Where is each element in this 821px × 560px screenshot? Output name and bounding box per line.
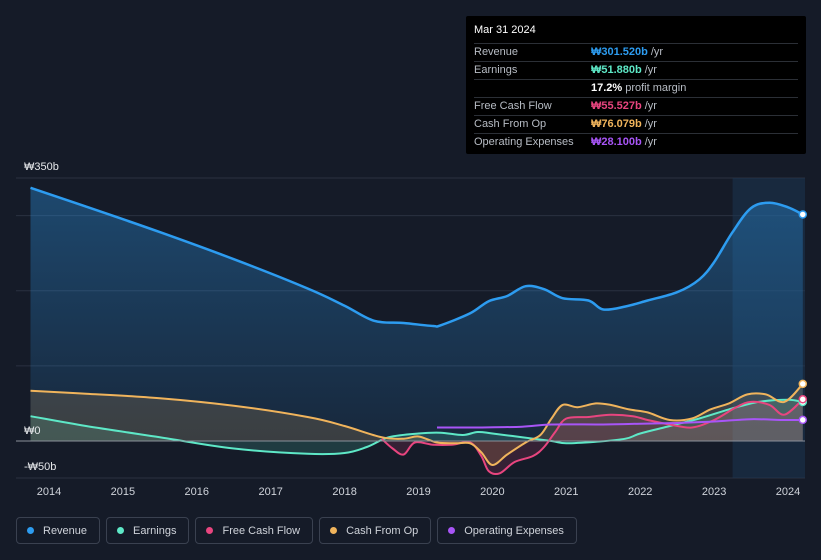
legend-dot-icon [27, 527, 34, 534]
cash-from-op-line [30, 383, 804, 466]
free-cash-flow-area [381, 399, 803, 475]
x-tick-label: 2023 [702, 486, 726, 498]
tooltip-label: Operating Expenses [474, 136, 574, 148]
earnings-line [30, 398, 803, 456]
x-tick-label: 2014 [37, 486, 61, 498]
tooltip-row-cash-from-op: Cash From Op ₩76.079b /yr [474, 115, 798, 133]
operating-expenses-line [436, 418, 803, 429]
legend-label: Operating Expenses [464, 524, 564, 537]
x-tick-label: 2021 [554, 486, 578, 498]
tooltip-row-profit-margin: 17.2% profit margin [474, 79, 798, 97]
legend-label: Revenue [43, 524, 88, 537]
legend-item-free-cash-flow[interactable]: Free Cash Flow [195, 517, 314, 544]
tooltip-row-earnings: Earnings ₩51.880b /yr [474, 61, 798, 79]
tooltip-unit: /yr [644, 64, 657, 76]
chart-legend: Revenue Earnings Free Cash Flow Cash Fro… [16, 517, 577, 544]
tooltip-label [474, 80, 591, 97]
y-tick-label: ₩0 [24, 425, 41, 437]
legend-dot-icon [206, 527, 214, 534]
tooltip-row-revenue: Revenue ₩301.520b /yr [474, 43, 798, 61]
tooltip-label: Free Cash Flow [474, 100, 552, 112]
tooltip-unit: /yr [644, 100, 657, 112]
financial-chart: ₩350b ₩0 -₩50b 2014 2015 2016 2017 2018 2019 202… [16, 161, 808, 498]
free-cash-flow-end-point [798, 395, 808, 404]
x-tick-label: 2019 [406, 486, 430, 498]
tooltip-value: ₩55.527b [591, 100, 642, 112]
tooltip-value: ₩76.079b [591, 118, 642, 130]
tooltip-label: Cash From Op [474, 118, 547, 130]
cash-from-op-end-point [798, 379, 808, 389]
data-tooltip: Mar 31 2024 Revenue ₩301.520b /yr Earnin… [466, 16, 806, 154]
legend-item-cash-from-op[interactable]: Cash From Op [319, 517, 432, 544]
tooltip-unit: /yr [650, 46, 664, 58]
legend-item-earnings[interactable]: Earnings [106, 517, 190, 544]
tooltip-row-free-cash-flow: Free Cash Flow ₩55.527b /yr [474, 97, 798, 115]
x-tick-label: 2018 [332, 486, 356, 498]
tooltip-row-operating-expenses: Operating Expenses ₩28.100b /yr [474, 133, 798, 151]
x-tick-label: 2016 [185, 486, 209, 498]
x-tick-label: 2017 [258, 486, 282, 498]
legend-dot-icon [448, 527, 456, 534]
tooltip-label: Revenue [474, 46, 519, 58]
free-cash-flow-line [380, 398, 804, 476]
tooltip-unit: /yr [644, 118, 657, 130]
tooltip-label: Earnings [474, 64, 518, 76]
revenue-line [30, 186, 804, 328]
legend-label: Cash From Op [346, 524, 419, 537]
legend-label: Free Cash Flow [222, 524, 301, 537]
tooltip-value: ₩301.520b [591, 46, 648, 58]
tooltip-value: 17.2% [591, 82, 623, 94]
x-tick-label: 2024 [776, 486, 800, 498]
x-tick-label: 2022 [628, 486, 652, 498]
operating-expenses-end-point [798, 415, 808, 425]
tooltip-value: ₩28.100b [591, 136, 642, 148]
tooltip-value: ₩51.880b [591, 64, 642, 76]
tooltip-unit: profit margin [625, 82, 687, 94]
revenue-end-point [798, 210, 808, 219]
tooltip-unit: /yr [644, 136, 657, 148]
x-tick-label: 2020 [480, 486, 504, 498]
legend-item-revenue[interactable]: Revenue [16, 517, 101, 544]
revenue-area [30, 187, 803, 441]
legend-dot-icon [330, 527, 338, 534]
y-tick-label: ₩350b [24, 161, 59, 173]
tooltip-date: Mar 31 2024 [474, 24, 536, 36]
legend-item-operating-expenses[interactable]: Operating Expenses [437, 517, 577, 544]
y-tick-label: -₩50b [24, 461, 56, 473]
x-tick-label: 2015 [111, 486, 135, 498]
legend-label: Earnings [133, 524, 177, 537]
legend-dot-icon [117, 527, 125, 534]
